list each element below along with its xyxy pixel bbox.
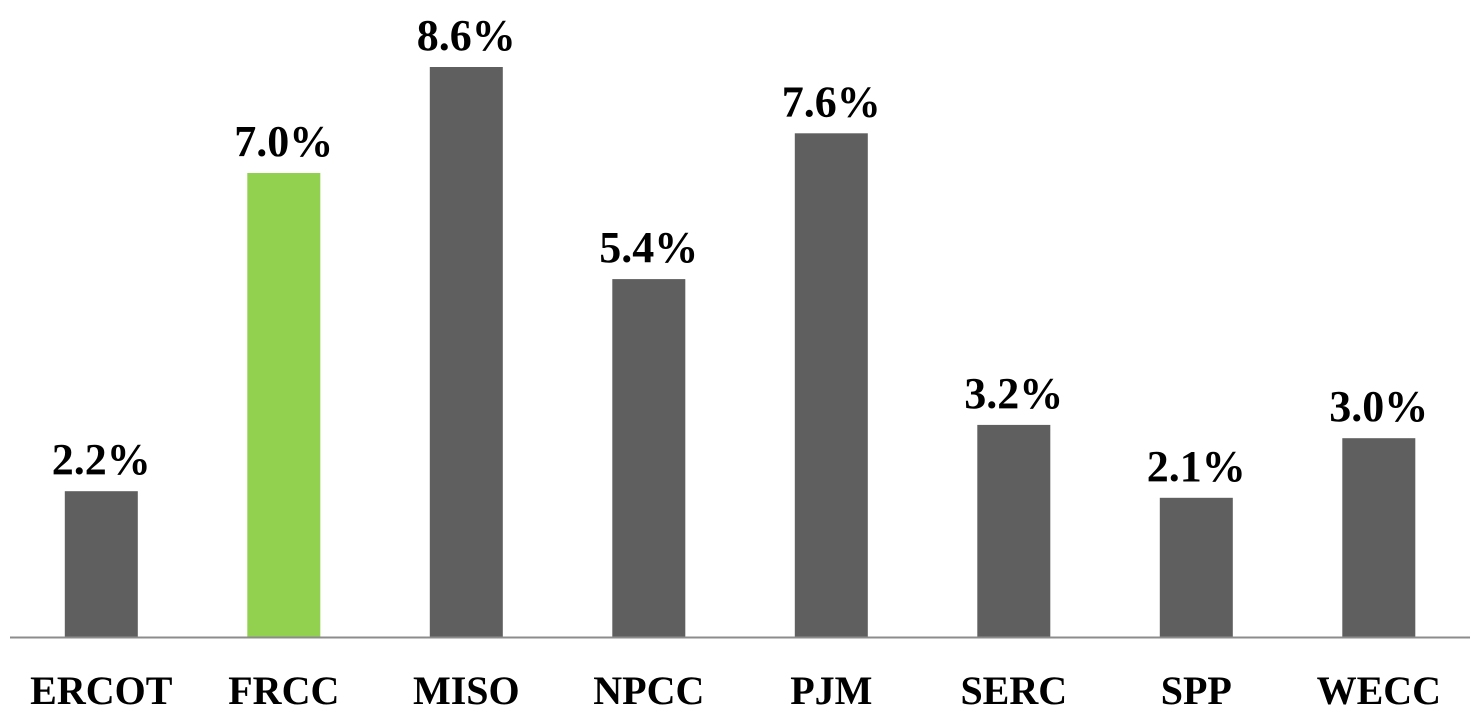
category-label-miso: MISO [413,668,520,707]
bars-group [64,67,1416,638]
value-label-npcc: 5.4% [599,223,698,272]
value-labels-group: 2.2% 7.0% 8.6% 5.4% 7.6% 3.2% 2.1% 3.0% [52,11,1429,491]
bar-spp [1159,497,1233,637]
bar-ercot [64,491,138,637]
value-label-ercot: 2.2% [52,435,151,484]
category-label-serc: SERC [960,668,1067,707]
bar-serc [977,424,1051,637]
category-label-pjm: PJM [790,668,872,707]
value-label-wecc: 3.0% [1329,382,1428,431]
category-label-wecc: WECC [1317,668,1441,707]
value-label-miso: 8.6% [417,11,516,60]
bar-wecc [1342,438,1416,637]
bar-miso [429,67,503,637]
category-labels-group: ERCOT FRCC MISO NPCC PJM SERC SPP WECC [30,668,1441,707]
category-label-npcc: NPCC [593,668,704,707]
value-label-serc: 3.2% [964,369,1063,418]
value-label-spp: 2.1% [1147,442,1246,491]
value-label-frcc: 7.0% [234,117,333,166]
category-label-frcc: FRCC [228,668,339,707]
bar-frcc [247,173,321,637]
category-label-spp: SPP [1161,668,1232,707]
category-label-ercot: ERCOT [30,668,173,707]
value-label-pjm: 7.6% [782,77,881,126]
bar-pjm [794,133,868,638]
bar-npcc [612,279,686,637]
